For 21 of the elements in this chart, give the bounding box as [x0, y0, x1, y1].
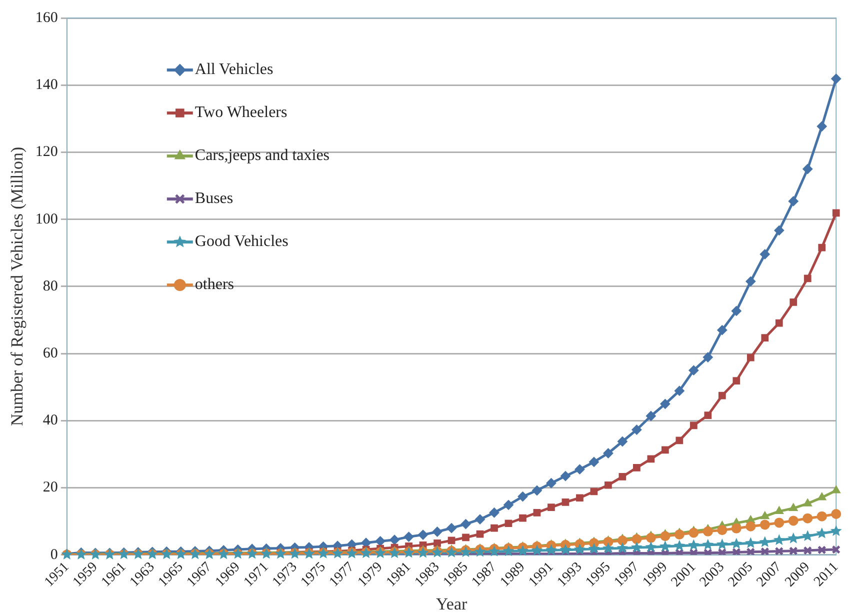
y-axis-title: Number of Registered Vehicles (Million) — [8, 146, 27, 426]
y-tick-label: 20 — [42, 480, 58, 496]
y-tick-label: 140 — [35, 77, 58, 94]
x-axis-title: Year — [436, 594, 468, 614]
y-tick-label: 120 — [35, 144, 58, 160]
x-tick-label: 2011 — [812, 560, 842, 590]
y-tick-label: 60 — [42, 346, 58, 362]
legend-label: others — [194, 276, 234, 294]
legend-label: Buses — [194, 190, 234, 208]
x-tick-label: 1991 — [526, 560, 557, 590]
legend-label: All Vehicles — [194, 61, 274, 78]
x-tick-label: 1971 — [241, 560, 272, 590]
legend-label: Two Wheelers — [194, 104, 288, 122]
x-tick-label: 1961 — [98, 560, 130, 590]
y-tick-label: 80 — [42, 278, 58, 294]
legend-label: Good Vehicles — [194, 233, 288, 250]
y-tick-label: 100 — [35, 211, 58, 228]
x-tick-label: 1981 — [384, 560, 414, 590]
y-tick-label: 40 — [42, 412, 58, 429]
y-tick-label: 160 — [35, 10, 58, 26]
legend-label: Cars,jeeps and taxies — [194, 147, 330, 164]
